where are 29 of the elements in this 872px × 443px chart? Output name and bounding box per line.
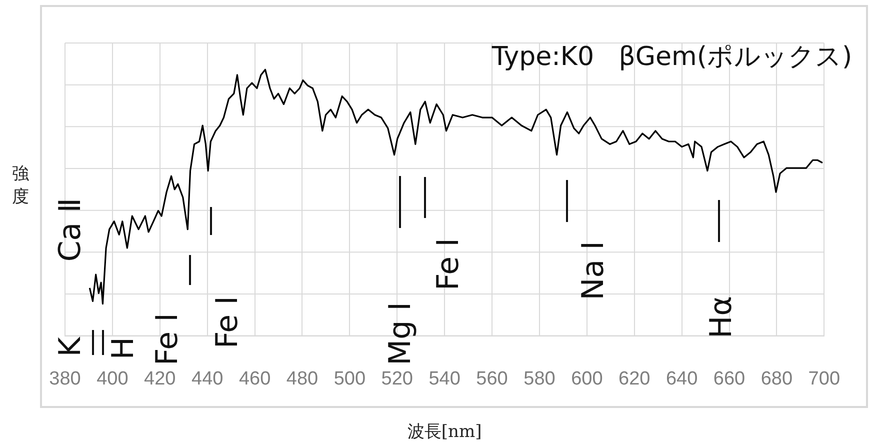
annotation: Mg Ⅰ	[383, 302, 418, 365]
x-tick-label: 540	[428, 368, 460, 390]
annotation: Fe Ⅰ	[150, 312, 185, 365]
x-tick-label: 500	[334, 368, 366, 390]
x-tick-label: 520	[381, 368, 413, 390]
annotation: Fe Ⅰ	[210, 296, 245, 348]
x-tick-label: 400	[96, 368, 128, 390]
annotation: Hα	[704, 296, 739, 338]
x-tick-label: 620	[618, 368, 650, 390]
x-tick-label: 640	[666, 368, 698, 390]
annotation: Fe Ⅰ	[431, 238, 466, 290]
text: H	[106, 337, 141, 360]
x-tick-label: 380	[49, 368, 81, 390]
x-tick-label: 420	[144, 368, 176, 390]
x-tick-label: 560	[476, 368, 508, 390]
x-tick-label: 660	[713, 368, 746, 390]
chart-title: Type:K0 βGem(ポルックス)	[490, 42, 852, 72]
y-axis-title: 強度	[12, 163, 30, 208]
annotation: Na Ⅰ	[576, 240, 611, 300]
x-tick-label: 580	[524, 368, 556, 390]
x-axis-title: 波長[nm]	[407, 422, 482, 442]
x-tick-label: 700	[808, 368, 840, 390]
x-tick-label: 480	[286, 368, 318, 390]
x-tick-label: 440	[191, 368, 224, 390]
annotation: Ca Ⅱ	[53, 198, 88, 262]
x-tick-label: 680	[760, 368, 793, 390]
x-tick-label: 460	[238, 368, 271, 390]
text: K	[53, 337, 88, 357]
x-tick-label: 600	[571, 368, 603, 390]
